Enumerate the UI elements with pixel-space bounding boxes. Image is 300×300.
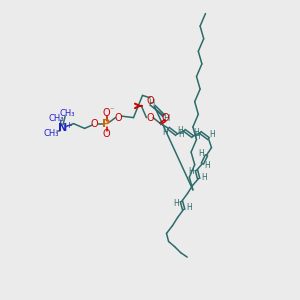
Text: O: O	[146, 112, 154, 123]
Text: H: H	[186, 203, 192, 212]
Text: ⁻: ⁻	[110, 106, 114, 115]
Text: H: H	[163, 114, 170, 123]
Text: N: N	[58, 123, 67, 134]
Text: H: H	[188, 167, 194, 176]
Text: O: O	[91, 118, 98, 129]
Text: CH₃: CH₃	[44, 129, 59, 138]
Text: H: H	[178, 130, 184, 139]
Text: O: O	[161, 112, 169, 123]
Text: H: H	[162, 128, 168, 137]
Text: +: +	[65, 122, 72, 130]
Text: O: O	[115, 112, 122, 123]
Text: H: H	[199, 148, 204, 158]
Text: H: H	[193, 128, 199, 137]
Text: H: H	[173, 199, 179, 208]
Text: H: H	[177, 126, 183, 135]
Text: P: P	[102, 118, 111, 129]
Text: O: O	[103, 129, 110, 140]
Text: H: H	[201, 172, 207, 182]
Text: H: H	[194, 132, 200, 141]
Text: CH₃: CH₃	[60, 109, 75, 118]
Text: O: O	[146, 96, 154, 106]
Text: H: H	[205, 161, 210, 170]
Text: H: H	[209, 130, 214, 139]
Text: CH₃: CH₃	[49, 114, 64, 123]
Text: O: O	[103, 107, 110, 118]
Text: H: H	[148, 99, 155, 108]
